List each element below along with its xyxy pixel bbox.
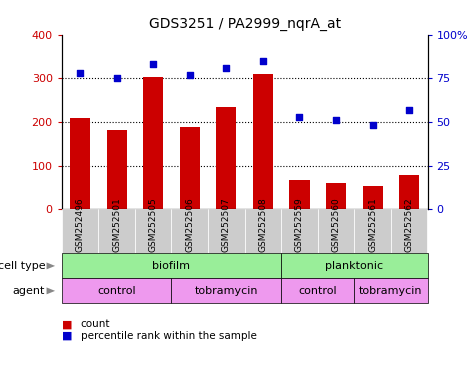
Bar [180, 127, 200, 209]
Text: GSM252501: GSM252501 [112, 197, 121, 252]
Text: cell type: cell type [0, 261, 45, 271]
Point [222, 65, 230, 71]
Text: GSM252561: GSM252561 [368, 197, 377, 252]
Bar [326, 183, 346, 209]
Text: count: count [81, 319, 110, 329]
Bar [70, 118, 90, 209]
Bar [143, 77, 163, 209]
Point [149, 61, 157, 67]
Text: biofilm: biofilm [152, 261, 190, 271]
Text: GSM252562: GSM252562 [405, 197, 414, 252]
Point [332, 117, 340, 123]
Text: GSM252506: GSM252506 [185, 197, 194, 252]
Bar [362, 186, 383, 209]
Text: GSM252505: GSM252505 [149, 197, 158, 252]
Point [113, 75, 121, 81]
Text: planktonic: planktonic [325, 261, 383, 271]
Bar [216, 107, 237, 209]
Bar [106, 130, 127, 209]
Text: GSM252559: GSM252559 [295, 197, 304, 252]
Point [405, 107, 413, 113]
Text: control: control [97, 286, 136, 296]
Point [295, 114, 304, 120]
Text: tobramycin: tobramycin [359, 286, 423, 296]
Point [369, 122, 377, 129]
Text: control: control [298, 286, 337, 296]
Text: GSM252507: GSM252507 [222, 197, 231, 252]
Text: ■: ■ [62, 331, 72, 341]
Point [259, 58, 267, 64]
Text: GSM252508: GSM252508 [258, 197, 267, 252]
Bar [253, 74, 273, 209]
Title: GDS3251 / PA2999_nqrA_at: GDS3251 / PA2999_nqrA_at [149, 17, 341, 31]
Text: GSM252560: GSM252560 [332, 197, 341, 252]
Bar [289, 180, 310, 209]
Text: tobramycin: tobramycin [195, 286, 258, 296]
Text: agent: agent [13, 286, 45, 296]
Text: GSM252496: GSM252496 [76, 197, 85, 252]
Text: ■: ■ [62, 319, 72, 329]
Point [76, 70, 84, 76]
Bar [399, 175, 419, 209]
Point [186, 72, 194, 78]
Text: percentile rank within the sample: percentile rank within the sample [81, 331, 256, 341]
